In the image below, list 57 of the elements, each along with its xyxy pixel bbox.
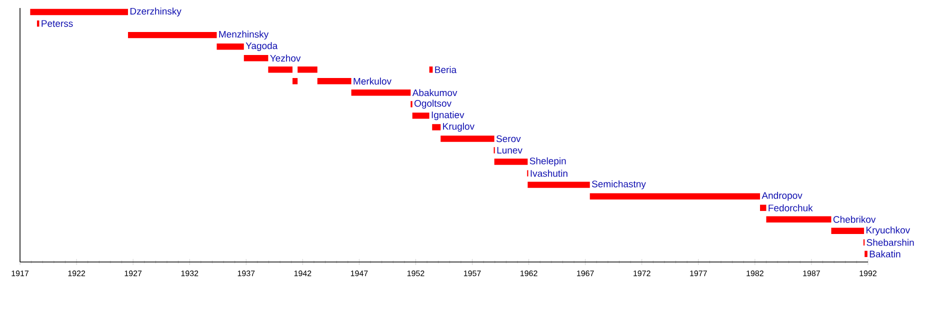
- x-tick-label: 1977: [690, 270, 707, 276]
- bar: [440, 136, 494, 142]
- y-tick-label: Kruglov: [443, 122, 474, 132]
- y-tick-label: Abakumov: [412, 89, 458, 96]
- y-tick-label: Ivashutin: [530, 170, 568, 177]
- y-tick-label: Serov: [496, 135, 521, 142]
- x-tick-label: 1972: [634, 270, 650, 276]
- y-tick-label: Lunev: [497, 146, 522, 154]
- x-tick-label: 1922: [68, 270, 86, 276]
- x-tick-label: 1937: [238, 270, 255, 276]
- bar: [317, 78, 352, 84]
- x-tick-label: 1987: [803, 270, 820, 276]
- y-tick-label: Yagoda: [246, 42, 278, 52]
- y-tick-label: Peterss: [42, 20, 73, 27]
- y-tick-label: Menzhinsky: [219, 30, 269, 40]
- bar: [292, 78, 298, 84]
- y-tick-label: Shebarshin: [866, 238, 914, 246]
- y-tick-label: Kryuchkov: [866, 226, 910, 236]
- bar: [494, 158, 528, 165]
- bar: [590, 193, 760, 200]
- y-tick-label: Bakatin: [870, 250, 900, 258]
- y-tick-label: Semichastny: [592, 180, 646, 190]
- bar: [268, 66, 292, 73]
- x-tick-label: 1952: [407, 270, 424, 276]
- y-tick-label: Fedorchuk: [768, 204, 813, 212]
- x-tick-label: 1917: [12, 270, 29, 276]
- bar: [766, 216, 832, 222]
- x-tick-label: 1932: [181, 270, 198, 276]
- x-tick-label: 1947: [350, 270, 368, 276]
- x-tick-label: 1942: [294, 270, 312, 276]
- y-tick-label: Yezhov: [270, 54, 301, 62]
- bar: [432, 124, 441, 130]
- bar: [128, 32, 217, 38]
- bar: [831, 228, 864, 234]
- x-tick-label: 1992: [860, 270, 876, 276]
- bar: [216, 43, 244, 50]
- bar: [351, 90, 411, 96]
- x-tick-label: 1962: [520, 270, 538, 276]
- y-tick-label: Shelepin: [530, 157, 566, 166]
- y-tick-label: Chebrikov: [833, 216, 876, 223]
- x-tick-label: 1982: [746, 270, 764, 276]
- bar: [244, 54, 268, 62]
- y-tick-label: Merkulov: [354, 78, 392, 85]
- bar: [528, 182, 590, 188]
- y-tick-label: Andropov: [762, 192, 802, 201]
- x-tick-label: 1957: [464, 270, 481, 276]
- y-tick-label: Beria: [435, 66, 457, 74]
- bar: [30, 8, 128, 16]
- bar: [298, 66, 318, 73]
- bar: [864, 250, 868, 258]
- y-tick-label: Ogoltsov: [414, 100, 452, 109]
- y-tick-label: Dzerzhinsky: [130, 8, 182, 16]
- y-tick-label: Ignatiev: [432, 111, 464, 120]
- x-tick-label: 1967: [577, 270, 594, 276]
- x-tick-label: 1927: [124, 270, 142, 276]
- bar: [760, 204, 766, 211]
- bar: [412, 112, 430, 119]
